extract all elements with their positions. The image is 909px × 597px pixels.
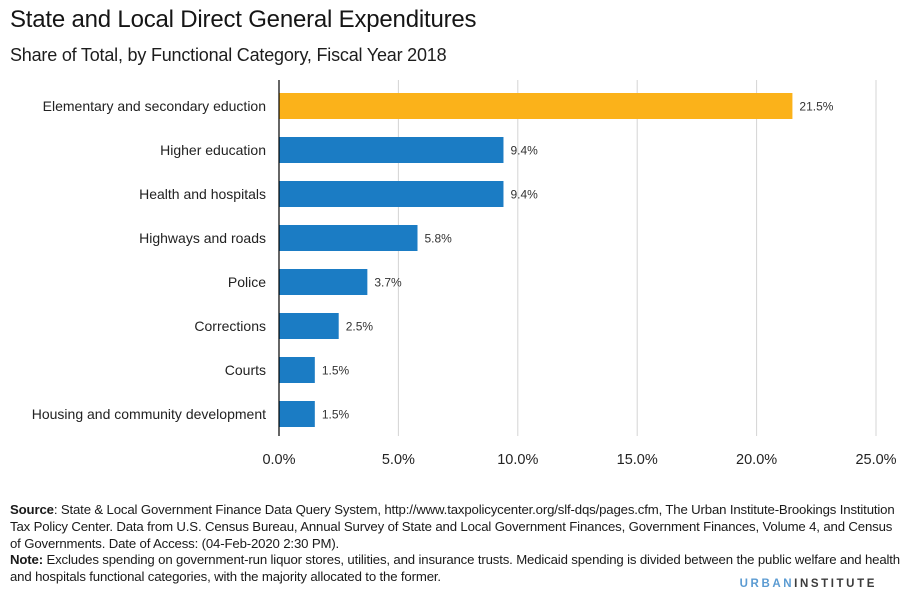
logo-institute: INSTITUTE (794, 578, 877, 590)
value-label: 3.7% (374, 276, 402, 290)
category-label: Courts (225, 362, 266, 378)
gridlines (397, 80, 877, 436)
note-label: Note: (10, 552, 43, 568)
x-tick-label: 25.0% (855, 452, 896, 468)
value-label: 1.5% (322, 408, 350, 422)
x-tick-label: 0.0% (262, 452, 295, 468)
chart-footer: Source: State & Local Government Finance… (10, 502, 900, 586)
category-label: Corrections (194, 318, 266, 334)
category-label: Higher education (160, 142, 266, 158)
bar (279, 401, 315, 427)
bars (279, 93, 793, 427)
x-tick-label: 20.0% (736, 452, 777, 468)
bar-chart: 0.0% 5.0% 10.0% 15.0% 20.0% 25.0% Elementary … (32, 80, 897, 468)
category-labels: Elementary and secondary eduction Higher … (32, 98, 266, 422)
urban-institute-logo: URBANINSTITUTE (740, 578, 877, 590)
note-text: Excludes spending on government-run liqu… (10, 552, 900, 585)
bar (279, 269, 368, 295)
value-label: 2.5% (346, 320, 374, 334)
value-label: 1.5% (322, 364, 350, 378)
category-label: Housing and community development (32, 406, 266, 422)
bar (279, 225, 418, 251)
x-tick-label: 15.0% (617, 452, 658, 468)
bar (279, 181, 504, 207)
source-text: : State & Local Government Finance Data … (10, 502, 895, 551)
bar (279, 313, 339, 339)
category-label: Highways and roads (139, 230, 266, 246)
bar (279, 93, 793, 119)
bar (279, 357, 315, 383)
x-axis-ticks: 0.0% 5.0% 10.0% 15.0% 20.0% 25.0% (262, 452, 896, 468)
x-tick-label: 10.0% (497, 452, 538, 468)
value-labels: 21.5% 9.4% 9.4% 5.8% 3.7% 2.5% 1.5% 1.5% (322, 100, 834, 422)
category-label: Police (228, 274, 266, 290)
value-label: 21.5% (799, 100, 833, 114)
source-note: Source: State & Local Government Finance… (10, 502, 900, 552)
source-label: Source (10, 502, 54, 517)
chart-title: State and Local Direct General Expenditu… (10, 6, 477, 33)
x-tick-label: 5.0% (382, 452, 415, 468)
note: Note: Excludes spending on government-ru… (10, 552, 900, 586)
logo-urban: URBAN (739, 578, 795, 590)
value-label: 5.8% (425, 232, 453, 246)
chart-subtitle: Share of Total, by Functional Category, … (10, 45, 447, 65)
value-label: 9.4% (510, 144, 538, 158)
category-label: Elementary and secondary eduction (43, 98, 266, 114)
bar (279, 137, 504, 163)
category-label: Health and hospitals (139, 186, 266, 202)
value-label: 9.4% (510, 188, 538, 202)
